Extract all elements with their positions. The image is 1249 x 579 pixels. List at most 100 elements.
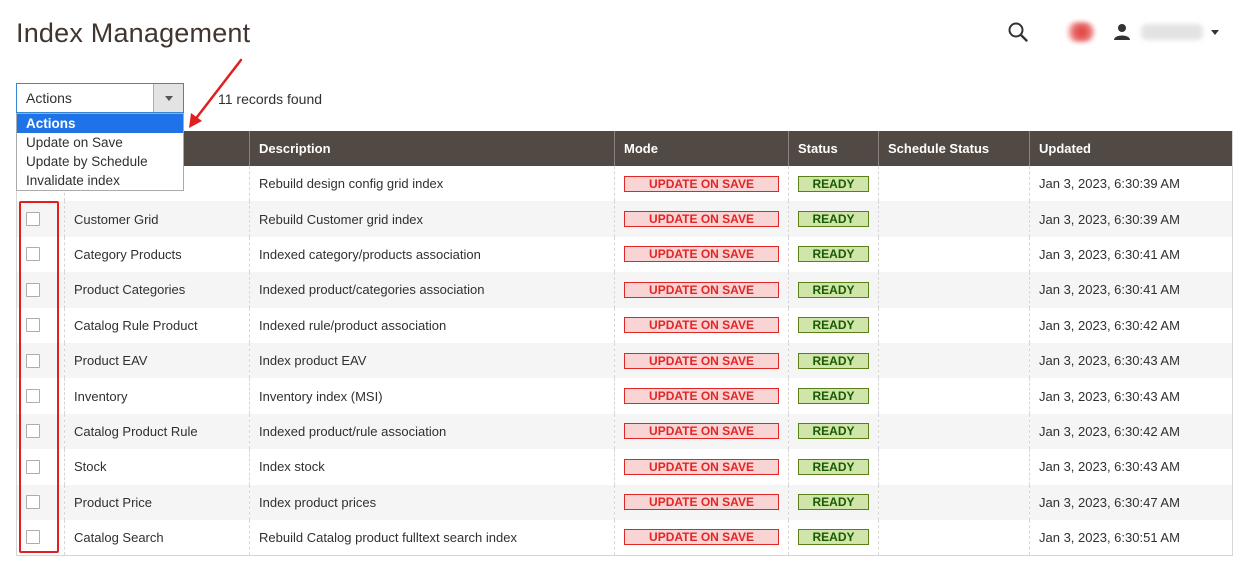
status-cell: READY <box>788 236 879 273</box>
updated-cell: Jan 3, 2023, 6:30:39 AM <box>1029 201 1233 237</box>
indexer-cell: Catalog Search <box>64 519 250 556</box>
mode-badge: UPDATE ON SAVE <box>624 211 779 228</box>
status-cell: READY <box>788 413 879 450</box>
indexer-cell: Catalog Product Rule <box>64 413 250 450</box>
description-cell: Inventory index (MSI) <box>249 378 615 414</box>
description-cell: Indexed product/rule association <box>249 413 615 450</box>
mode-badge: UPDATE ON SAVE <box>624 352 779 369</box>
mode-cell: UPDATE ON SAVE <box>614 449 789 485</box>
mode-cell: UPDATE ON SAVE <box>614 307 789 343</box>
schedule-status-cell <box>878 166 1030 202</box>
header-actions <box>1007 18 1219 46</box>
table-row[interactable]: Stock Index stock UPDATE ON SAVE READY Jan 3… <box>16 449 1233 485</box>
status-cell: READY <box>788 166 879 202</box>
mode-cell: UPDATE ON SAVE <box>614 166 789 202</box>
mode-badge: UPDATE ON SAVE <box>624 246 779 263</box>
description-cell: Index product prices <box>249 484 615 520</box>
indexer-cell: Stock <box>64 449 250 485</box>
user-icon[interactable] <box>1113 23 1131 41</box>
page-title: Index Management <box>16 18 251 48</box>
mode-badge: UPDATE ON SAVE <box>624 281 779 298</box>
row-checkbox[interactable] <box>26 353 40 368</box>
description-cell: Indexed category/products association <box>249 236 615 273</box>
description-cell: Rebuild Catalog product fulltext search … <box>249 519 615 556</box>
actions-select-toggle[interactable] <box>153 84 183 112</box>
schedule-status-cell <box>878 484 1030 520</box>
column-header-updated[interactable]: Updated <box>1029 131 1233 166</box>
indexer-cell: Catalog Rule Product <box>64 307 250 343</box>
status-badge: READY <box>798 281 869 298</box>
status-badge: READY <box>798 246 869 263</box>
table-row[interactable]: Catalog Product Rule Indexed product/rule… <box>16 413 1233 450</box>
table-row[interactable]: Customer Grid Rebuild Customer grid index… <box>16 201 1233 237</box>
row-checkbox[interactable] <box>26 247 40 262</box>
table-row[interactable]: Product Price Index product prices UPDATE … <box>16 484 1233 520</box>
row-checkbox[interactable] <box>26 459 40 474</box>
row-checkbox[interactable] <box>26 495 40 510</box>
mode-cell: UPDATE ON SAVE <box>614 519 789 556</box>
updated-cell: Jan 3, 2023, 6:30:39 AM <box>1029 166 1233 202</box>
updated-cell: Jan 3, 2023, 6:30:42 AM <box>1029 413 1233 450</box>
row-checkbox[interactable] <box>26 389 40 404</box>
status-badge: READY <box>798 175 869 192</box>
table-row[interactable]: Category Products Indexed category/produc… <box>16 236 1233 273</box>
notifications-icon[interactable] <box>1065 22 1095 42</box>
indexer-cell: Inventory <box>64 378 250 414</box>
status-badge: READY <box>798 494 869 511</box>
indexer-cell: Customer Grid <box>64 201 250 237</box>
actions-option-actions[interactable]: Actions <box>17 114 183 133</box>
row-select-cell <box>16 236 65 273</box>
description-cell: Indexed product/categories association <box>249 272 615 308</box>
updated-cell: Jan 3, 2023, 6:30:41 AM <box>1029 272 1233 308</box>
table-row[interactable]: Product EAV Index product EAV UPDATE ON SA… <box>16 342 1233 379</box>
status-badge: READY <box>798 529 869 546</box>
user-name[interactable] <box>1141 24 1203 40</box>
table-header-row: Description Mode Status Schedule Status … <box>16 131 1233 166</box>
status-cell: READY <box>788 272 879 308</box>
schedule-status-cell <box>878 413 1030 450</box>
row-select-cell <box>16 201 65 237</box>
table-row[interactable]: Catalog Rule Product Indexed rule/product… <box>16 307 1233 343</box>
search-icon[interactable] <box>1007 21 1029 43</box>
column-header-status[interactable]: Status <box>788 131 879 166</box>
table-row[interactable]: Product Categories Indexed product/catego… <box>16 272 1233 308</box>
chevron-down-icon[interactable] <box>1211 29 1219 35</box>
row-checkbox[interactable] <box>26 212 40 227</box>
row-checkbox[interactable] <box>26 530 40 545</box>
status-badge: READY <box>798 458 869 475</box>
table-row[interactable]: Catalog Search Rebuild Catalog product fu… <box>16 519 1233 556</box>
records-count: 11 records found <box>218 91 323 107</box>
updated-cell: Jan 3, 2023, 6:30:47 AM <box>1029 484 1233 520</box>
schedule-status-cell <box>878 519 1030 556</box>
actions-option-update-by-schedule[interactable]: Update by Schedule <box>26 154 148 169</box>
row-checkbox[interactable] <box>26 282 40 297</box>
column-header-schedule-status[interactable]: Schedule Status <box>878 131 1030 166</box>
actions-option-update-on-save[interactable]: Update on Save <box>26 135 123 150</box>
column-header-description[interactable]: Description <box>249 131 615 166</box>
column-header-mode[interactable]: Mode <box>614 131 789 166</box>
status-badge: READY <box>798 352 869 369</box>
row-select-cell <box>16 342 65 379</box>
indexer-cell: Category Products <box>64 236 250 273</box>
row-select-cell <box>16 413 65 450</box>
row-checkbox[interactable] <box>26 424 40 439</box>
indexer-cell: Product Categories <box>64 272 250 308</box>
status-badge: READY <box>798 211 869 228</box>
indexer-cell: Product Price <box>64 484 250 520</box>
schedule-status-cell <box>878 236 1030 273</box>
description-cell: Index product EAV <box>249 342 615 379</box>
schedule-status-cell <box>878 272 1030 308</box>
row-checkbox[interactable] <box>26 318 40 333</box>
status-cell: READY <box>788 449 879 485</box>
chevron-down-icon <box>164 95 173 101</box>
status-cell: READY <box>788 307 879 343</box>
actions-option-invalidate-index[interactable]: Invalidate index <box>26 173 120 188</box>
updated-cell: Jan 3, 2023, 6:30:43 AM <box>1029 378 1233 414</box>
indexer-cell: Product EAV <box>64 342 250 379</box>
row-select-cell <box>16 378 65 414</box>
actions-select[interactable]: Actions <box>16 83 184 113</box>
table-row[interactable]: Inventory Inventory index (MSI) UPDATE ON … <box>16 378 1233 414</box>
row-select-cell <box>16 519 65 556</box>
schedule-status-cell <box>878 342 1030 379</box>
